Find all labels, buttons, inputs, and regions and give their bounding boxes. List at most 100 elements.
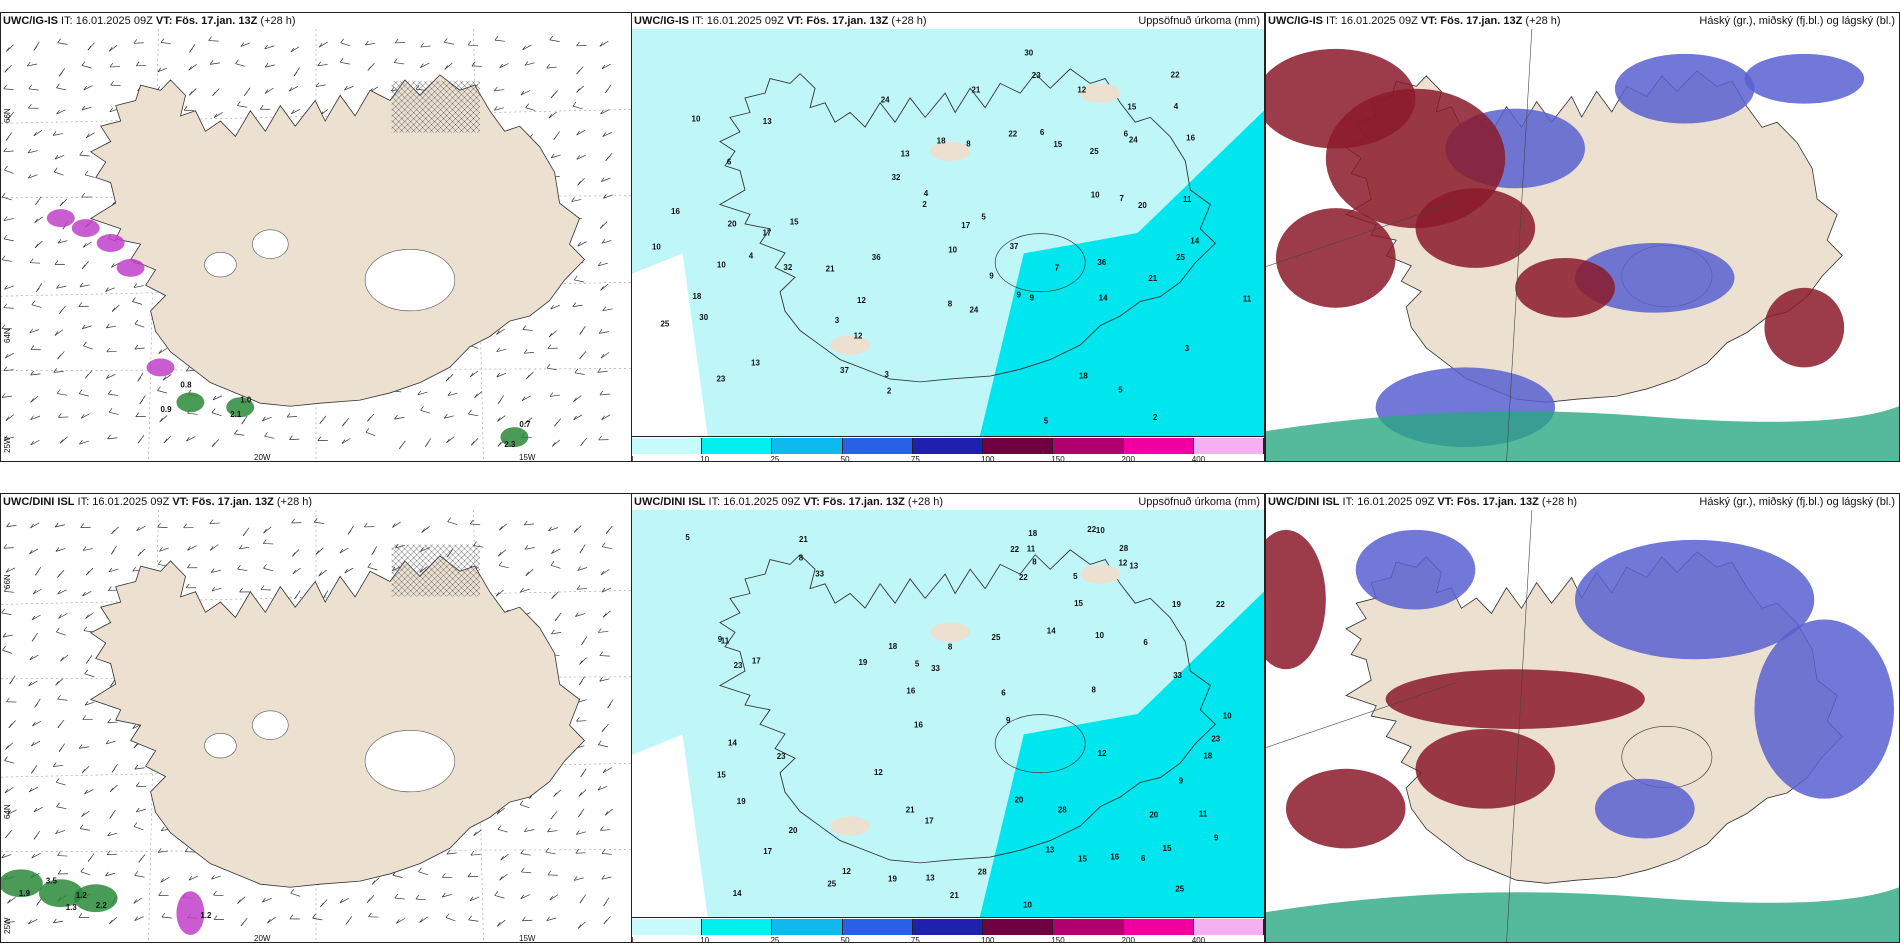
wind-barb-flag [520, 849, 525, 854]
wind-barb [134, 347, 145, 350]
wind-barb [263, 567, 274, 572]
wind-barb [394, 62, 405, 65]
wind-barb-flag [240, 42, 245, 47]
precip-value-label: 15 [1163, 844, 1172, 853]
wind-barb-flag [84, 170, 89, 176]
wind-barb-flag [599, 42, 604, 47]
wind-barb-flag [32, 721, 36, 727]
wind-barb [31, 304, 42, 308]
wind-barb [79, 284, 90, 288]
wind-barb-flag [313, 518, 318, 523]
wind-barb [577, 567, 588, 571]
precip-value-label: 12 [857, 296, 866, 305]
valid-time: VT: Fös. 17.jan. 13Z [1437, 496, 1539, 508]
wind-barb [470, 523, 481, 526]
wind-barb-flag [293, 71, 298, 77]
high-cloud-blob [1285, 768, 1406, 849]
precip-value-label: 33 [815, 569, 824, 578]
wind-barb-flag [52, 131, 57, 136]
wind-barb [494, 895, 505, 899]
wind-barb [30, 522, 40, 529]
model-name: UWC/DINI ISL [634, 496, 706, 508]
wind-barb [239, 546, 250, 550]
wind-barb [86, 132, 95, 139]
wind-barb-flag [578, 680, 583, 686]
wind-barb-flag [32, 589, 37, 595]
precip-value-label: 25 [827, 880, 836, 889]
wind-barb [576, 129, 586, 136]
wind-barb [84, 174, 95, 178]
precip-value-label: 17 [763, 847, 772, 856]
wind-barb [344, 567, 354, 574]
wind-barb [4, 169, 14, 174]
fir-boundary [1506, 29, 1533, 461]
wind-barb-flag [447, 517, 451, 522]
wind-barb [573, 414, 583, 421]
wind-barb [187, 545, 197, 551]
panel-precip-top: UWC/IG-IS IT: 16.01.2025 09Z VT: Fös. 17… [631, 12, 1265, 462]
wind-barb [4, 436, 14, 440]
precip-value-label: 15 [790, 217, 799, 226]
wind-barb-flag [365, 428, 370, 433]
wind-barb [602, 767, 612, 774]
wind-barb-flag [59, 309, 63, 314]
panel-precip-bottom: UWC/DINI ISL IT: 16.01.2025 09Z VT: Fös.… [631, 493, 1265, 943]
wind-barb [339, 898, 350, 904]
wind-barb [5, 414, 15, 421]
wind-barb-flag [105, 287, 109, 292]
wind-barb [4, 921, 15, 923]
wind-barb [32, 720, 42, 727]
wind-barb-flag [211, 875, 215, 880]
wind-barb-flag [601, 727, 606, 732]
wind-barb-flag [342, 421, 346, 427]
valid-time: VT: Fös. 17.jan. 13Z [155, 15, 258, 27]
wind-barb [494, 107, 504, 111]
wind-barb-flag [2, 645, 6, 651]
wind-barb-flag [6, 47, 10, 52]
wind-barb-flag [551, 594, 555, 599]
wind-barb-flag [57, 239, 62, 244]
wind-barb-flag [78, 913, 83, 918]
wind-barb [446, 436, 455, 444]
wind-barb-flag [599, 390, 604, 396]
precip-value-label: 18 [693, 292, 702, 301]
wind-barb [267, 917, 276, 924]
wind-barb [525, 107, 536, 111]
wind-barb [54, 171, 64, 176]
mid-cloud-blob [1614, 53, 1755, 124]
wind-barb-flag [8, 723, 13, 728]
wind-barb-flag [132, 297, 136, 302]
wind-barb-flag [419, 918, 423, 923]
wind-barb [597, 785, 608, 791]
wind-barb [522, 44, 532, 51]
wind-barb-flag [601, 239, 606, 244]
wind-barb-flag [58, 72, 63, 77]
wind-barb-flag [264, 44, 268, 50]
wind-barb [4, 591, 15, 593]
wind-barb-flag [415, 894, 420, 900]
wind-barb [134, 767, 145, 770]
precip-value-label: 17 [961, 221, 970, 230]
wind-barb-flag [84, 669, 88, 675]
wind-barb-flag [135, 61, 140, 67]
precip-value-label: 7 [1055, 264, 1060, 273]
mid-cloud-blob [1575, 539, 1815, 660]
wind-barb-flag [7, 115, 11, 121]
wind-barb [33, 130, 43, 137]
wind-barb-flag [4, 68, 9, 73]
wind-barb-flag [418, 867, 422, 872]
wind-barb-flag [106, 374, 110, 379]
panel-title: UWC/DINI ISL IT: 16.01.2025 09Z VT: Fös.… [634, 496, 943, 508]
wind-barb-flag [53, 368, 58, 373]
wind-barb-flag [28, 104, 32, 109]
wind-barb [548, 527, 559, 532]
wind-barb [55, 548, 66, 552]
wind-barb-flag [574, 368, 579, 374]
wind-barb-flag [26, 61, 31, 67]
wind-barb-flag [572, 101, 577, 107]
wind-barb [577, 588, 588, 590]
wind-barb-flag [520, 587, 524, 593]
dry-land-patch [830, 335, 871, 355]
wind-barb-flag [294, 594, 298, 600]
mid-cloud-blob [1744, 53, 1865, 104]
